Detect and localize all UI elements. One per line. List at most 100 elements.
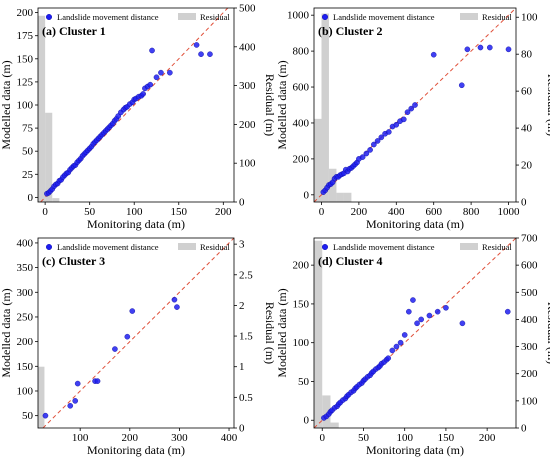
data-point [404,109,411,115]
y-tick-label: 75 [22,123,34,135]
y2-tick-label: 20 [521,160,533,172]
x-tick-label: 300 [171,432,188,444]
y2-tick-label: 3 [239,239,245,251]
y-tick-label: 150 [293,298,310,310]
data-point [94,378,101,384]
x-axis-label: Monitoring data (m) [366,217,464,231]
legend-bar-marker [178,243,196,250]
data-point [171,296,178,303]
y2-tick-label: 80 [521,49,533,61]
data-point [393,121,400,128]
legend-bar-label: Residual [200,242,230,252]
data-point [397,339,404,346]
legend-point-label: Landslide movement distance [333,12,435,22]
data-point [389,347,396,354]
x-tick-label: 0 [319,206,325,218]
x-tick-label: 100 [396,432,413,444]
panel-title: (d) Cluster 4 [318,254,382,268]
y2-tick-label: 100 [239,158,256,170]
residual-bar [314,118,322,202]
panel-1: 0 25 50 75 100 125 150 175 200 0 100 200 300 400 500 0 5… [0,3,277,232]
y2-tick-label: 100 [521,12,538,24]
y2-axis-label: Residual (m) [263,74,277,136]
data-point [412,102,418,108]
data-point [459,320,466,327]
y-tick-label: 200 [293,153,310,165]
data-point [401,332,408,338]
x-tick-label: 800 [463,206,480,218]
residual-bar [45,112,53,202]
x-tick-label: 200 [122,432,139,444]
y2-tick-label: 2.5 [239,269,253,281]
x-tick-label: 200 [479,432,496,444]
x-tick-label: 0 [319,432,325,444]
legend-bar-label: Residual [482,242,512,252]
x-tick-label: 200 [351,206,368,218]
y-tick-label: 250 [17,311,34,323]
x-tick-label: 150 [438,432,455,444]
y2-tick-label: 400 [521,314,538,326]
y2-tick-label: 2 [239,300,245,312]
y-tick-label: 25 [22,169,34,181]
y-tick-label: 50 [22,146,34,158]
data-point [400,116,407,123]
legend-point-marker [322,243,329,250]
data-point [147,81,154,88]
legend-point-marker [322,13,329,20]
data-point [374,138,381,144]
data-point [174,304,180,310]
panel-4: 0 50 100 150 200 0 100 200 300 400 500 600 700 0 50 100… [275,233,550,458]
plot-frame [37,237,235,429]
y2-tick-label: 0 [239,197,245,209]
y2-tick-label: 1 [239,361,245,373]
legend-bar-marker [460,243,478,250]
data-point [487,44,493,51]
x-tick-label: 400 [388,206,405,218]
x-tick-label: 100 [126,206,143,218]
data-point [464,46,471,53]
y-tick-label: 50 [298,376,310,388]
x-tick-label: 400 [221,432,238,444]
y-axis-label: Modelled data (m) [275,288,289,377]
y-tick-label: 200 [17,336,34,348]
legend-point-label: Landslide movement distance [333,242,435,252]
y-tick-label: 300 [17,287,34,299]
data-point [458,82,465,89]
y2-tick-label: 0.5 [239,392,253,404]
y-tick-label: 200 [293,260,310,272]
legend-bar-marker [460,13,478,20]
legend-point-label: Landslide movement distance [57,242,159,252]
x-axis-label: Monitoring data (m) [87,217,185,231]
data-point [207,51,213,57]
data-point [42,412,49,419]
legend-point-marker [46,243,53,250]
y2-tick-label: 300 [521,341,538,353]
y2-axis-label: Residual (m) [263,302,277,364]
y2-tick-label: 40 [521,123,533,135]
y-tick-label: 150 [17,361,34,373]
y2-tick-label: 60 [521,86,533,98]
residual-bar [343,192,352,202]
y-axis-label: Modelled data (m) [275,60,289,149]
data-point [378,134,385,141]
y2-tick-label: 100 [521,395,538,407]
y2-axis-label: Residual (m) [545,302,550,364]
y2-tick-label: 500 [521,287,538,299]
x-tick-label: 150 [171,206,188,218]
y-tick-label: 1000 [287,10,310,22]
y-tick-label: 150 [17,53,34,65]
y-tick-label: 100 [17,100,34,112]
y-tick-label: 0 [304,415,310,427]
y-tick-label: 350 [17,262,34,274]
y-tick-label: 0 [28,192,34,204]
data-point [129,308,136,314]
data-point [504,308,511,315]
data-point [193,42,200,48]
y2-tick-label: 1.5 [239,331,253,343]
data-point [408,105,415,112]
data-point [367,147,373,153]
data-point [418,316,424,323]
